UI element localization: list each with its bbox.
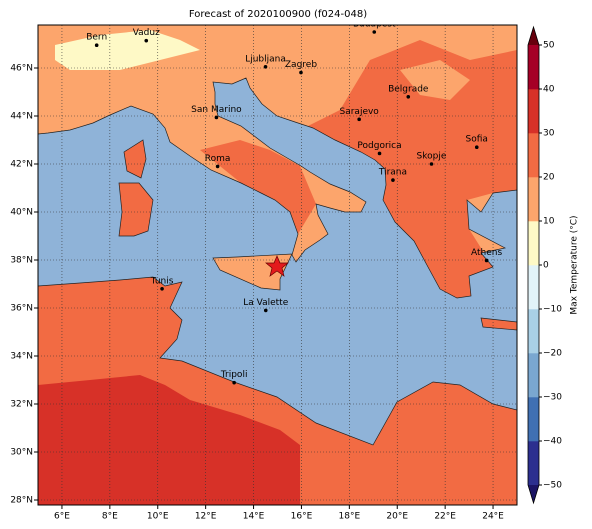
x-tick-label: 10°E (147, 512, 169, 522)
x-tick-label: 18°E (339, 512, 361, 522)
land-balkans (300, 40, 517, 298)
city-marker (372, 30, 377, 34)
colorbar-band (528, 309, 539, 354)
city-marker (160, 287, 164, 291)
colorbar-tick-label: −20 (543, 349, 562, 359)
city-label: Skopje (417, 152, 447, 162)
city-label: Bern (86, 33, 107, 43)
colorbar-tick-label: −10 (543, 305, 562, 315)
city-label: Athens (471, 248, 502, 258)
city-marker (232, 380, 236, 385)
city-marker (263, 65, 268, 69)
city-marker (377, 151, 382, 156)
y-tick-label: 34°N (10, 352, 33, 362)
colorbar-band (528, 221, 539, 266)
y-tick-label: 28°N (10, 496, 33, 506)
city-marker (215, 164, 220, 169)
colorbar-tick-label: 20 (543, 173, 555, 183)
city-marker (474, 145, 479, 149)
city-marker (357, 117, 361, 122)
city-marker (299, 70, 303, 75)
city-marker (144, 38, 149, 43)
city-marker (484, 258, 489, 263)
x-tick-label: 20°E (386, 512, 408, 522)
axes: 6°E 8°E 10°E 12°E 14°E 16°E 18°E 20°E 22°E 24°E 28… (10, 64, 504, 522)
graticule (38, 25, 517, 505)
city-label: San Marino (191, 105, 242, 115)
city-label: Vaduz (133, 28, 160, 38)
city-label: Sofia (466, 135, 488, 145)
colorbar-under (528, 485, 539, 503)
land-alps (55, 30, 200, 70)
y-tick-label: 46°N (10, 64, 33, 74)
city-label: Podgorica (357, 141, 401, 151)
land-patch (400, 60, 470, 100)
city-label: Sarajevo (340, 107, 380, 117)
colorbar: −50 −40 −30 −20 −10 0 10 20 30 40 50 Max Temperatur… (527, 25, 580, 505)
city-label: Roma (205, 154, 231, 164)
y-tick-label: 44°N (10, 112, 33, 122)
city-label: Belgrade (388, 84, 429, 94)
colorbar-band (528, 353, 539, 398)
colorbar-band (528, 397, 539, 442)
colorbar-tick-label: −30 (543, 393, 562, 403)
colorbar-tick-label: 40 (543, 85, 555, 95)
colorbar-tick-label: −50 (543, 481, 562, 491)
colorbar-tick-label: −40 (543, 437, 562, 447)
title: Forecast of 2020100900 (f024-048) (189, 9, 367, 20)
colorbar-band (528, 89, 539, 134)
city-marker (94, 43, 99, 47)
city-marker (406, 95, 411, 99)
colorbar-tick-label: 10 (543, 217, 555, 227)
colorbar-tick-label: 30 (543, 129, 555, 139)
colorbar-over (528, 27, 539, 45)
x-tick-label: 8°E (102, 512, 118, 522)
corsica (123, 139, 147, 179)
colorbar-band (528, 133, 539, 178)
sardinia (118, 182, 154, 237)
colorbar-band (528, 177, 539, 222)
x-tick-label: 22°E (434, 512, 456, 522)
colorbar-tick-label: 0 (543, 261, 549, 271)
city-marker (429, 162, 434, 166)
y-tick-label: 36°N (10, 304, 33, 314)
x-tick-label: 12°E (195, 512, 217, 522)
event-star (265, 255, 289, 277)
city-marker (263, 308, 268, 313)
y-tick-label: 30°N (10, 448, 33, 458)
city-label: Zagreb (285, 60, 317, 70)
crete (480, 317, 517, 331)
map-frame (37, 24, 518, 506)
land-italy (200, 140, 316, 234)
x-tick-label: 16°E (291, 512, 313, 522)
city-label: Ljubljana (245, 54, 286, 64)
city-label: Tirana (378, 168, 407, 178)
y-tick-label: 42°N (10, 160, 33, 170)
colorbar-label: Max Temperature (°C) (570, 215, 580, 314)
x-tick-label: 24°E (482, 512, 504, 522)
y-tick-label: 32°N (10, 400, 33, 410)
colorbar-band (528, 265, 539, 310)
colorbar-tick-label: 50 (543, 41, 555, 51)
colorbar-band (528, 45, 539, 90)
city-marker (391, 178, 395, 182)
colorbar-band (528, 441, 539, 486)
city-label: La Valette (243, 298, 288, 308)
city-label: Tripoli (220, 370, 248, 380)
x-tick-label: 14°E (243, 512, 265, 522)
city-label: Tunis (150, 276, 174, 286)
city-label: Budapest (353, 20, 396, 30)
x-tick-label: 6°E (54, 512, 70, 522)
city-marker (214, 115, 219, 120)
land-hot (38, 375, 300, 505)
y-tick-label: 40°N (10, 208, 33, 218)
y-tick-label: 38°N (10, 256, 33, 266)
